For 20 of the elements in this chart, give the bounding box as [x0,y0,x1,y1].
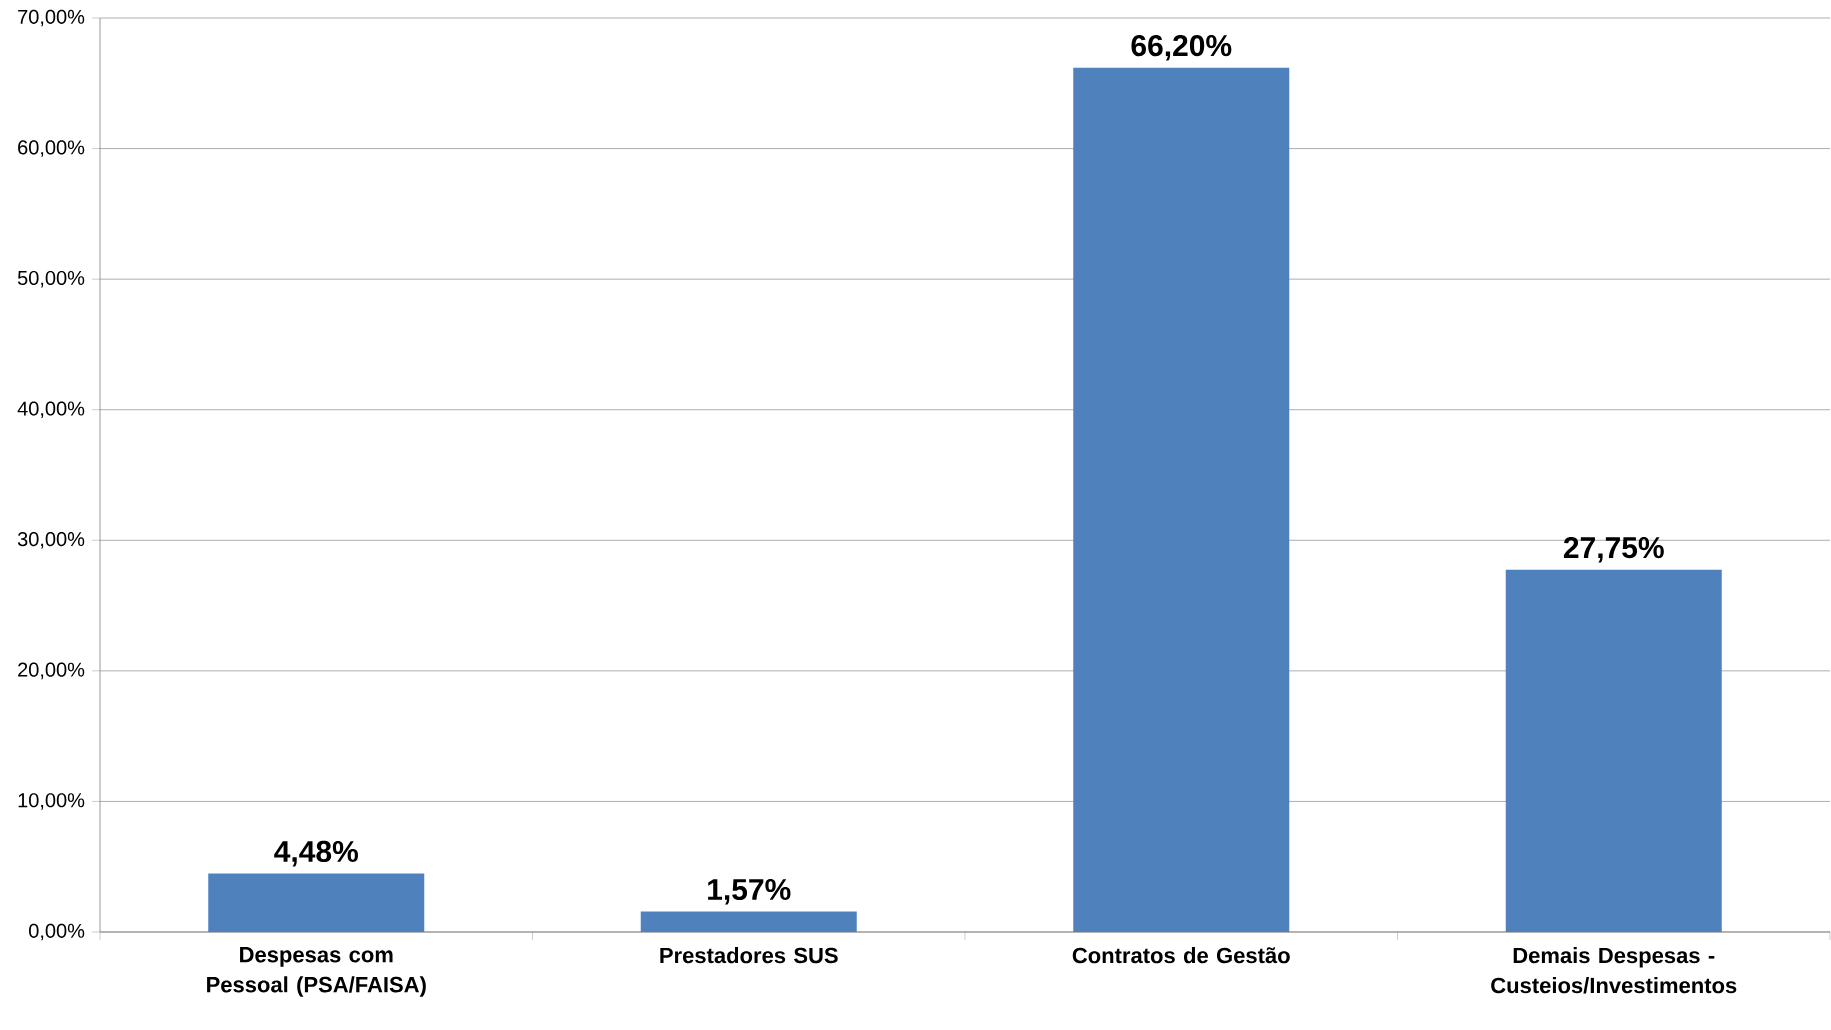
y-tick-label: 40,00% [17,401,85,418]
y-tick-label: 60,00% [18,140,85,157]
bar [1505,569,1722,932]
x-tick-label: Despesas com Pessoal (PSA/FAISA) [207,947,426,997]
data-label: 4,48% [274,840,358,867]
y-tick-label: 70,00% [18,9,85,27]
y-tick-label: 0,00% [29,923,85,941]
y-tick-label: 10,00% [18,793,85,810]
data-label: 66,20% [1131,34,1232,61]
x-tick-label: Prestadores SUS [660,947,838,964]
y-tick-label: 20,00% [18,662,85,680]
bar [640,911,857,932]
bar [208,873,425,932]
data-label: 27,75% [1563,537,1664,563]
y-tick-label: 50,00% [17,270,85,288]
data-label: 1,57% [708,878,791,905]
bar [1073,67,1290,932]
y-tick-label: 30,00% [17,532,85,549]
x-tick-label: Contratos de Gestão [1072,947,1290,964]
x-tick-label: Demais Despesas - Custeios/Investimentos [1491,947,1737,994]
